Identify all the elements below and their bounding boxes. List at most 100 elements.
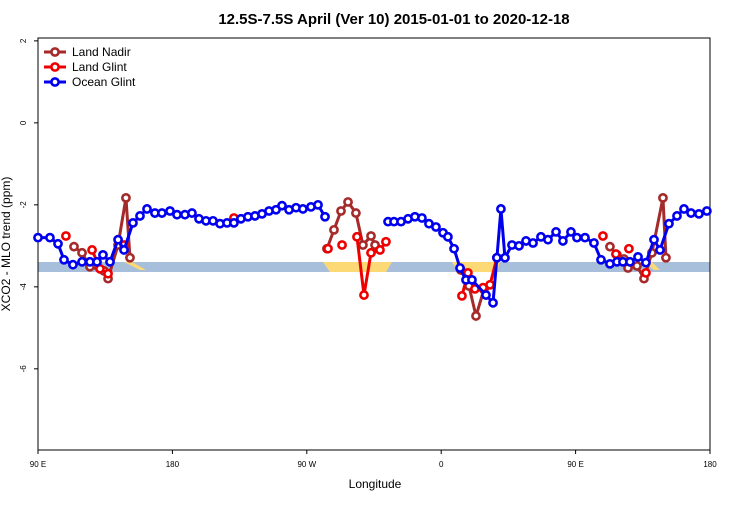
data-point (455, 263, 465, 273)
data-point (366, 231, 376, 241)
y-tick-label: -6 (19, 365, 28, 373)
data-point (187, 208, 197, 218)
data-point (135, 211, 145, 221)
data-point (359, 290, 369, 300)
data-point (119, 245, 129, 255)
data-point (33, 232, 43, 243)
data-point (61, 231, 71, 241)
plot-frame (37, 37, 711, 451)
data-point (649, 234, 659, 245)
data-point (105, 256, 115, 267)
data-point (655, 245, 665, 255)
data-point (443, 231, 453, 242)
x-tick-label: 90 W (297, 460, 316, 469)
data-point (77, 247, 87, 258)
data-point (694, 208, 704, 219)
data-point (92, 256, 102, 267)
legend-label: Ocean Glint (72, 75, 136, 89)
y-tick-label: 2 (19, 38, 28, 43)
data-point (528, 238, 538, 248)
data-point (77, 256, 87, 267)
data-point (672, 211, 682, 221)
data-point (661, 252, 671, 263)
y-tick-label: -4 (19, 283, 28, 291)
data-point (103, 268, 113, 279)
data-point (343, 197, 353, 207)
legend-marker (50, 62, 60, 72)
data-point (366, 247, 376, 258)
data-point (551, 227, 561, 237)
data-point (45, 232, 55, 243)
data-point (277, 200, 287, 211)
legend-marker (50, 77, 60, 87)
data-point (431, 222, 441, 232)
data-point (53, 238, 63, 249)
data-point (558, 236, 568, 246)
data-point (165, 206, 175, 216)
legend-label: Land Nadir (72, 45, 131, 59)
data-point (417, 213, 427, 223)
data-point (633, 252, 643, 262)
data-point (113, 234, 123, 245)
data-point (605, 241, 615, 252)
data-point (632, 261, 642, 271)
data-point (229, 217, 239, 228)
data-point (624, 243, 634, 254)
data-point (596, 254, 606, 265)
data-point (142, 204, 152, 214)
data-point (128, 217, 138, 228)
data-point (611, 249, 621, 259)
data-point (572, 232, 582, 243)
data-point (358, 240, 368, 250)
x-tick-label: 180 (166, 460, 180, 469)
data-point (467, 274, 477, 285)
land-band (323, 262, 392, 272)
data-point (566, 227, 576, 237)
x-tick-label: 0 (439, 460, 444, 469)
data-point (329, 224, 339, 235)
data-point (449, 243, 459, 254)
data-point (625, 256, 635, 267)
data-point (352, 231, 362, 242)
data-point (641, 268, 651, 278)
data-point (323, 243, 333, 254)
y-tick-label: -2 (19, 201, 28, 209)
data-point (686, 208, 696, 218)
y-axis-label: XCO2 - MLO trend (ppm) (0, 177, 13, 312)
data-point (481, 290, 491, 300)
data-point (172, 209, 182, 220)
data-point (485, 279, 495, 290)
data-point (157, 208, 167, 218)
data-point (471, 311, 481, 321)
data-point (492, 252, 502, 263)
data-point (59, 254, 69, 265)
legend-label: Land Glint (72, 60, 127, 74)
data-point (514, 240, 524, 251)
data-point (313, 199, 323, 210)
data-point (598, 231, 608, 241)
land-band (124, 262, 146, 270)
data-point (125, 252, 135, 263)
data-point (320, 211, 330, 222)
data-point (658, 192, 668, 203)
data-point (69, 241, 79, 252)
data-point (337, 240, 347, 250)
x-tick-label: 90 E (567, 460, 583, 469)
data-point (641, 257, 651, 268)
data-point (87, 245, 97, 255)
data-point (496, 204, 506, 214)
data-point (500, 252, 510, 263)
legend-marker (50, 47, 60, 57)
data-point (98, 249, 108, 260)
data-point (336, 206, 346, 216)
data-point (664, 218, 674, 229)
data-point (457, 290, 467, 301)
data-point (351, 208, 361, 218)
data-point (121, 192, 131, 203)
data-point (375, 245, 385, 255)
data-point (298, 204, 308, 214)
data-point (68, 259, 78, 270)
y-tick-label: 0 (19, 120, 28, 125)
